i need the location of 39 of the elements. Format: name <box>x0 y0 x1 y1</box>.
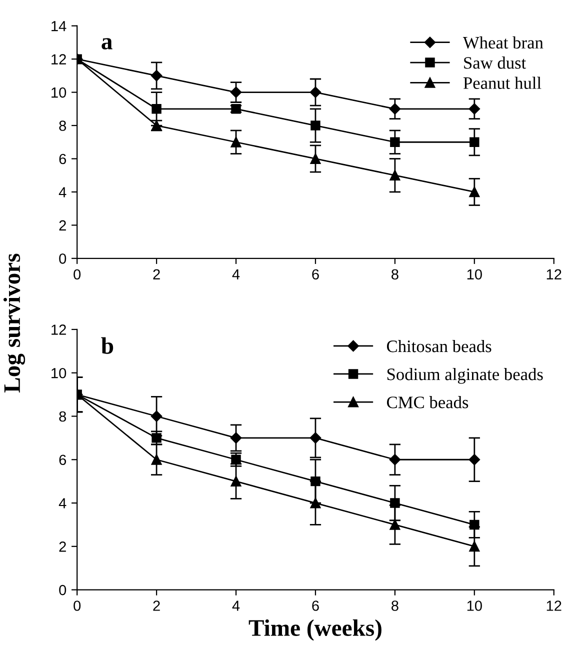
y-axis-title: Log survivors <box>3 254 26 392</box>
y-tick-label: 10 <box>52 368 66 378</box>
legend-label: Saw dust <box>464 56 526 69</box>
legend-label: CMC beads <box>386 396 468 408</box>
x-tick-label: 8 <box>392 600 398 611</box>
x-tick-label: 4 <box>232 600 240 611</box>
x-tick-label: 2 <box>153 269 160 280</box>
y-tick-label: 6 <box>59 154 66 164</box>
y-tick-label: 2 <box>59 220 66 230</box>
legend-label: Wheat bran <box>462 36 544 49</box>
x-tick-label: 12 <box>546 600 562 611</box>
y-tick-label: 14 <box>52 21 66 32</box>
x-tick-label: 8 <box>392 269 398 280</box>
y-tick-label: 8 <box>59 411 66 422</box>
annotation: b <box>101 337 114 354</box>
y-tick-label: 0 <box>59 254 66 264</box>
y-tick-label: 6 <box>59 454 66 466</box>
y-tick-label: 12 <box>52 324 66 335</box>
y-tick-label: 4 <box>58 498 66 508</box>
x-tick-label: 2 <box>153 600 160 611</box>
x-tick-label: 4 <box>232 269 240 280</box>
annotation: a <box>102 38 112 50</box>
y-tick-label: 12 <box>52 54 66 64</box>
x-axis-title: Time (weeks) <box>248 619 382 641</box>
legend-label: Peanut hull <box>463 76 542 89</box>
y-tick-label: 10 <box>52 87 66 98</box>
x-tick-label: 0 <box>74 269 81 280</box>
x-tick-label: 0 <box>74 600 81 611</box>
x-tick-label: 6 <box>312 600 319 611</box>
x-tick-label: 12 <box>546 269 562 280</box>
y-tick-label: 0 <box>59 584 66 596</box>
x-tick-label: 6 <box>312 269 319 280</box>
x-tick-label: 10 <box>467 269 482 280</box>
y-tick-label: 2 <box>59 542 66 552</box>
legend-label: Sodium alginate beads <box>387 368 543 384</box>
y-tick-label: 4 <box>58 187 66 198</box>
legend-label: Chitosan beads <box>386 340 492 352</box>
y-tick-label: 8 <box>59 120 66 131</box>
x-tick-label: 10 <box>467 600 482 611</box>
